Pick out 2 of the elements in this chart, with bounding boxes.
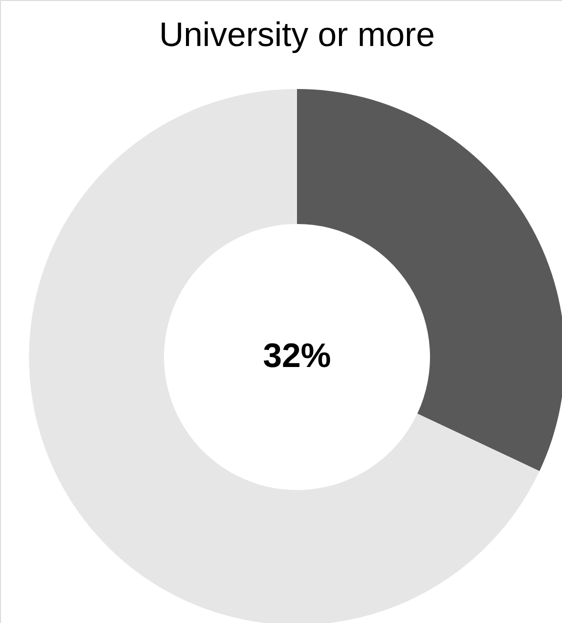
chart-title: University or more bbox=[159, 16, 435, 54]
text: 32% bbox=[262, 337, 332, 375]
